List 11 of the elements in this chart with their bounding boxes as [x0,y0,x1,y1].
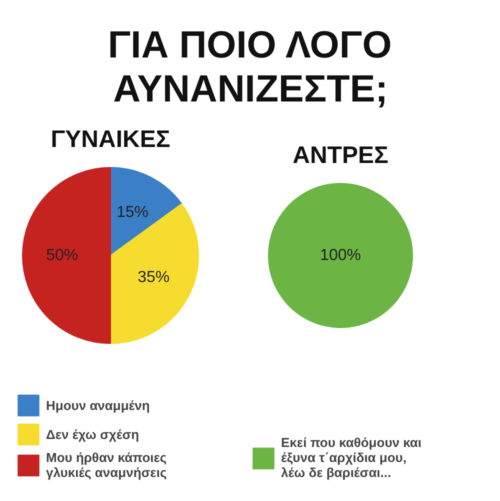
data-label: 15% [116,204,148,221]
chart-title: ΑΝΤΡΕΣ [292,142,388,169]
data-label: 50% [46,247,78,264]
legend-label: Ημουν αναμμένη [46,398,150,412]
legend-label: Εκεί που καθόμουν και έξυνα τ΄αρχίδια μου, λέω δε βαριέσαι... [281,435,422,480]
data-label: 35% [138,268,170,286]
chart-title: ΓΥΝΑΙΚΕΣ [50,126,170,153]
legend-label: Μου ήρθαν κάποιες γλυκιές αναμνήσεις [46,450,167,480]
data-label: 100% [320,247,361,264]
text: ΓΙΑ ΠΟΙΟ ΛΟΓΟ ΑΥΝΑΝΙΖΕΣΤΕ; [108,24,392,110]
legend-label: Δεν έχω σχέση [46,426,140,442]
